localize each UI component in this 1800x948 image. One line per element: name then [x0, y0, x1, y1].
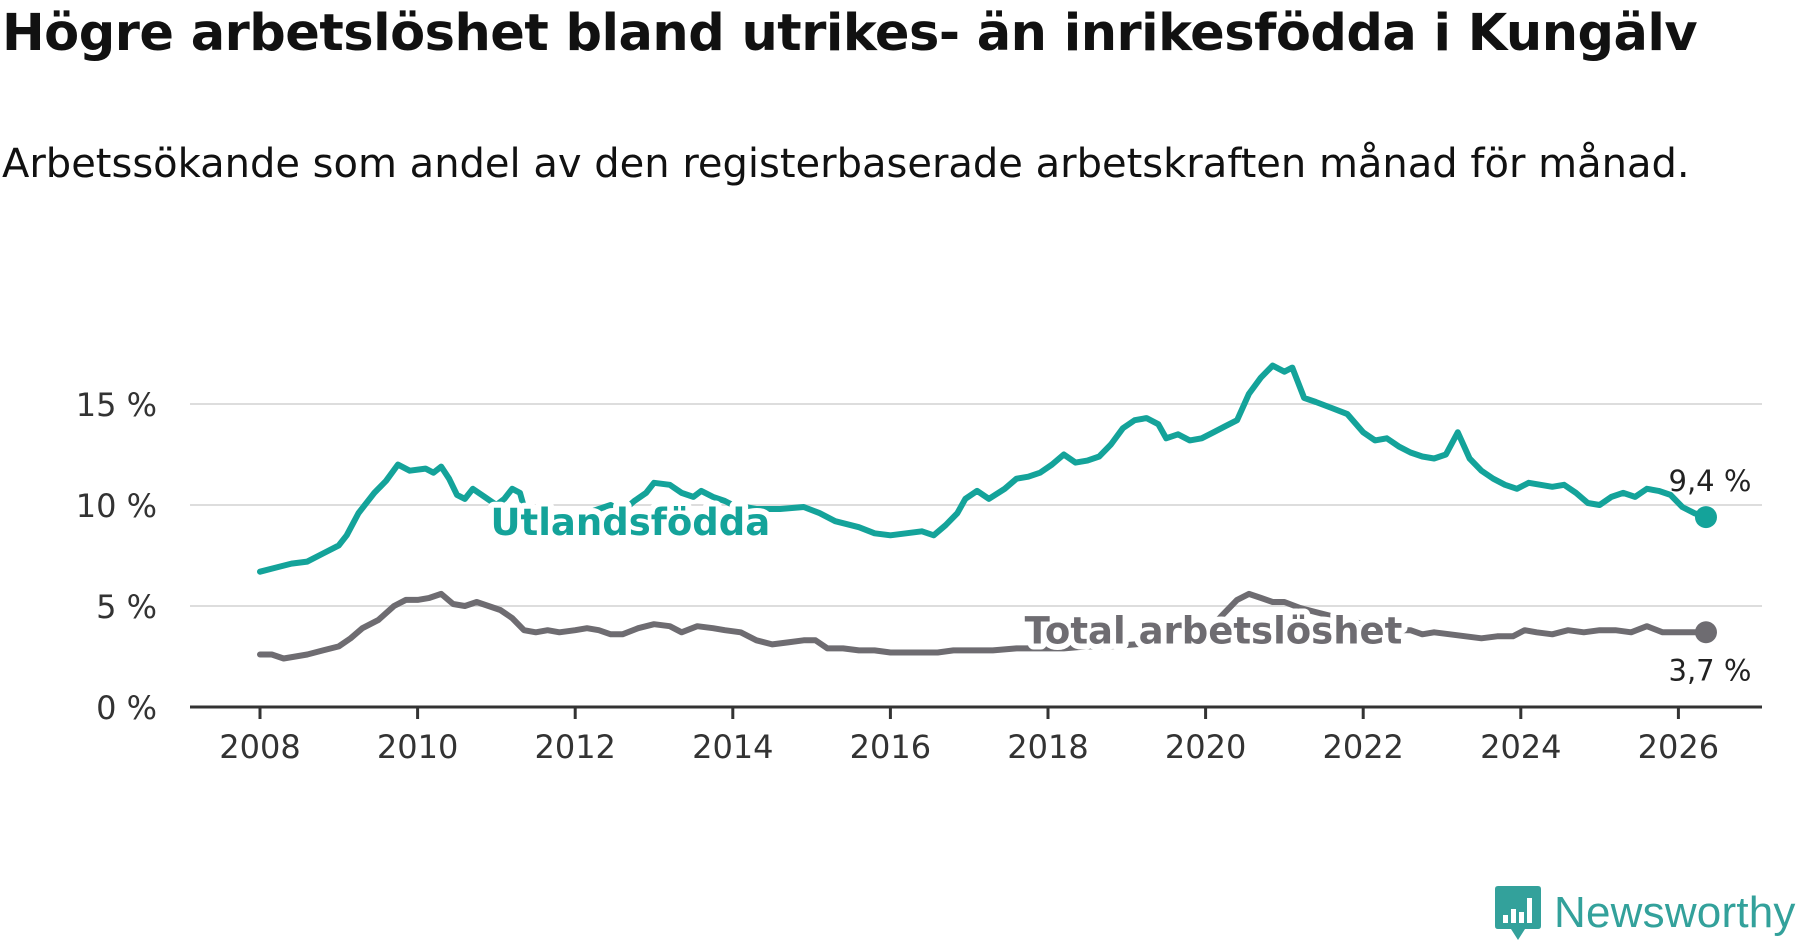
end-value-label-1: 3,7 %	[1669, 653, 1752, 687]
chart-subtitle: Arbetssökande som andel av den registerb…	[2, 141, 1690, 187]
x-tick-label: 2024	[1480, 728, 1561, 766]
y-axis-ticks: 0 % 5 % 10 % 15 %	[76, 386, 157, 727]
series-label-halo: Utlandsfödda	[491, 501, 771, 544]
x-tick-label: 2012	[534, 728, 615, 766]
x-tick-label: 2016	[850, 728, 931, 766]
chart-title: Högre arbetslöshet bland utrikes- än inr…	[2, 4, 1698, 63]
series-lines	[257, 362, 1709, 662]
y-tick-label: 10 %	[76, 487, 157, 525]
gridlines	[190, 403, 1762, 607]
series-end-marker-0	[1694, 506, 1717, 529]
x-tick-label: 2008	[219, 728, 300, 766]
end-value-label-0: 9,4 %	[1669, 464, 1752, 498]
series-line-1	[257, 590, 1709, 662]
x-tick-label: 2022	[1322, 728, 1403, 766]
x-axis: 2008 2010 2012 2014 2016 2018 2020 2022 2024 2026	[190, 705, 1762, 766]
x-tick-label: 2018	[1007, 728, 1088, 766]
brand-logo: Newsworthy	[1494, 884, 1796, 942]
x-tick-label: 2014	[692, 728, 773, 766]
x-tick-label: 2026	[1638, 728, 1719, 766]
series-label-0: Utlandsfödda	[491, 501, 771, 544]
series-end-marker-1	[1694, 621, 1717, 644]
y-tick-label: 15 %	[76, 386, 157, 424]
series-label-1: Total arbetslöshet	[1025, 609, 1403, 652]
series-line-0	[257, 362, 1709, 575]
newsworthy-logo-icon	[1495, 886, 1541, 940]
x-tick-label: 2020	[1165, 728, 1246, 766]
y-tick-label: 5 %	[96, 588, 157, 626]
brand-name: Newsworthy	[1554, 888, 1796, 937]
y-tick-label: 0 %	[96, 689, 157, 727]
series-label-halo: Total arbetslöshet	[1025, 609, 1403, 652]
x-tick-label: 2010	[377, 728, 458, 766]
